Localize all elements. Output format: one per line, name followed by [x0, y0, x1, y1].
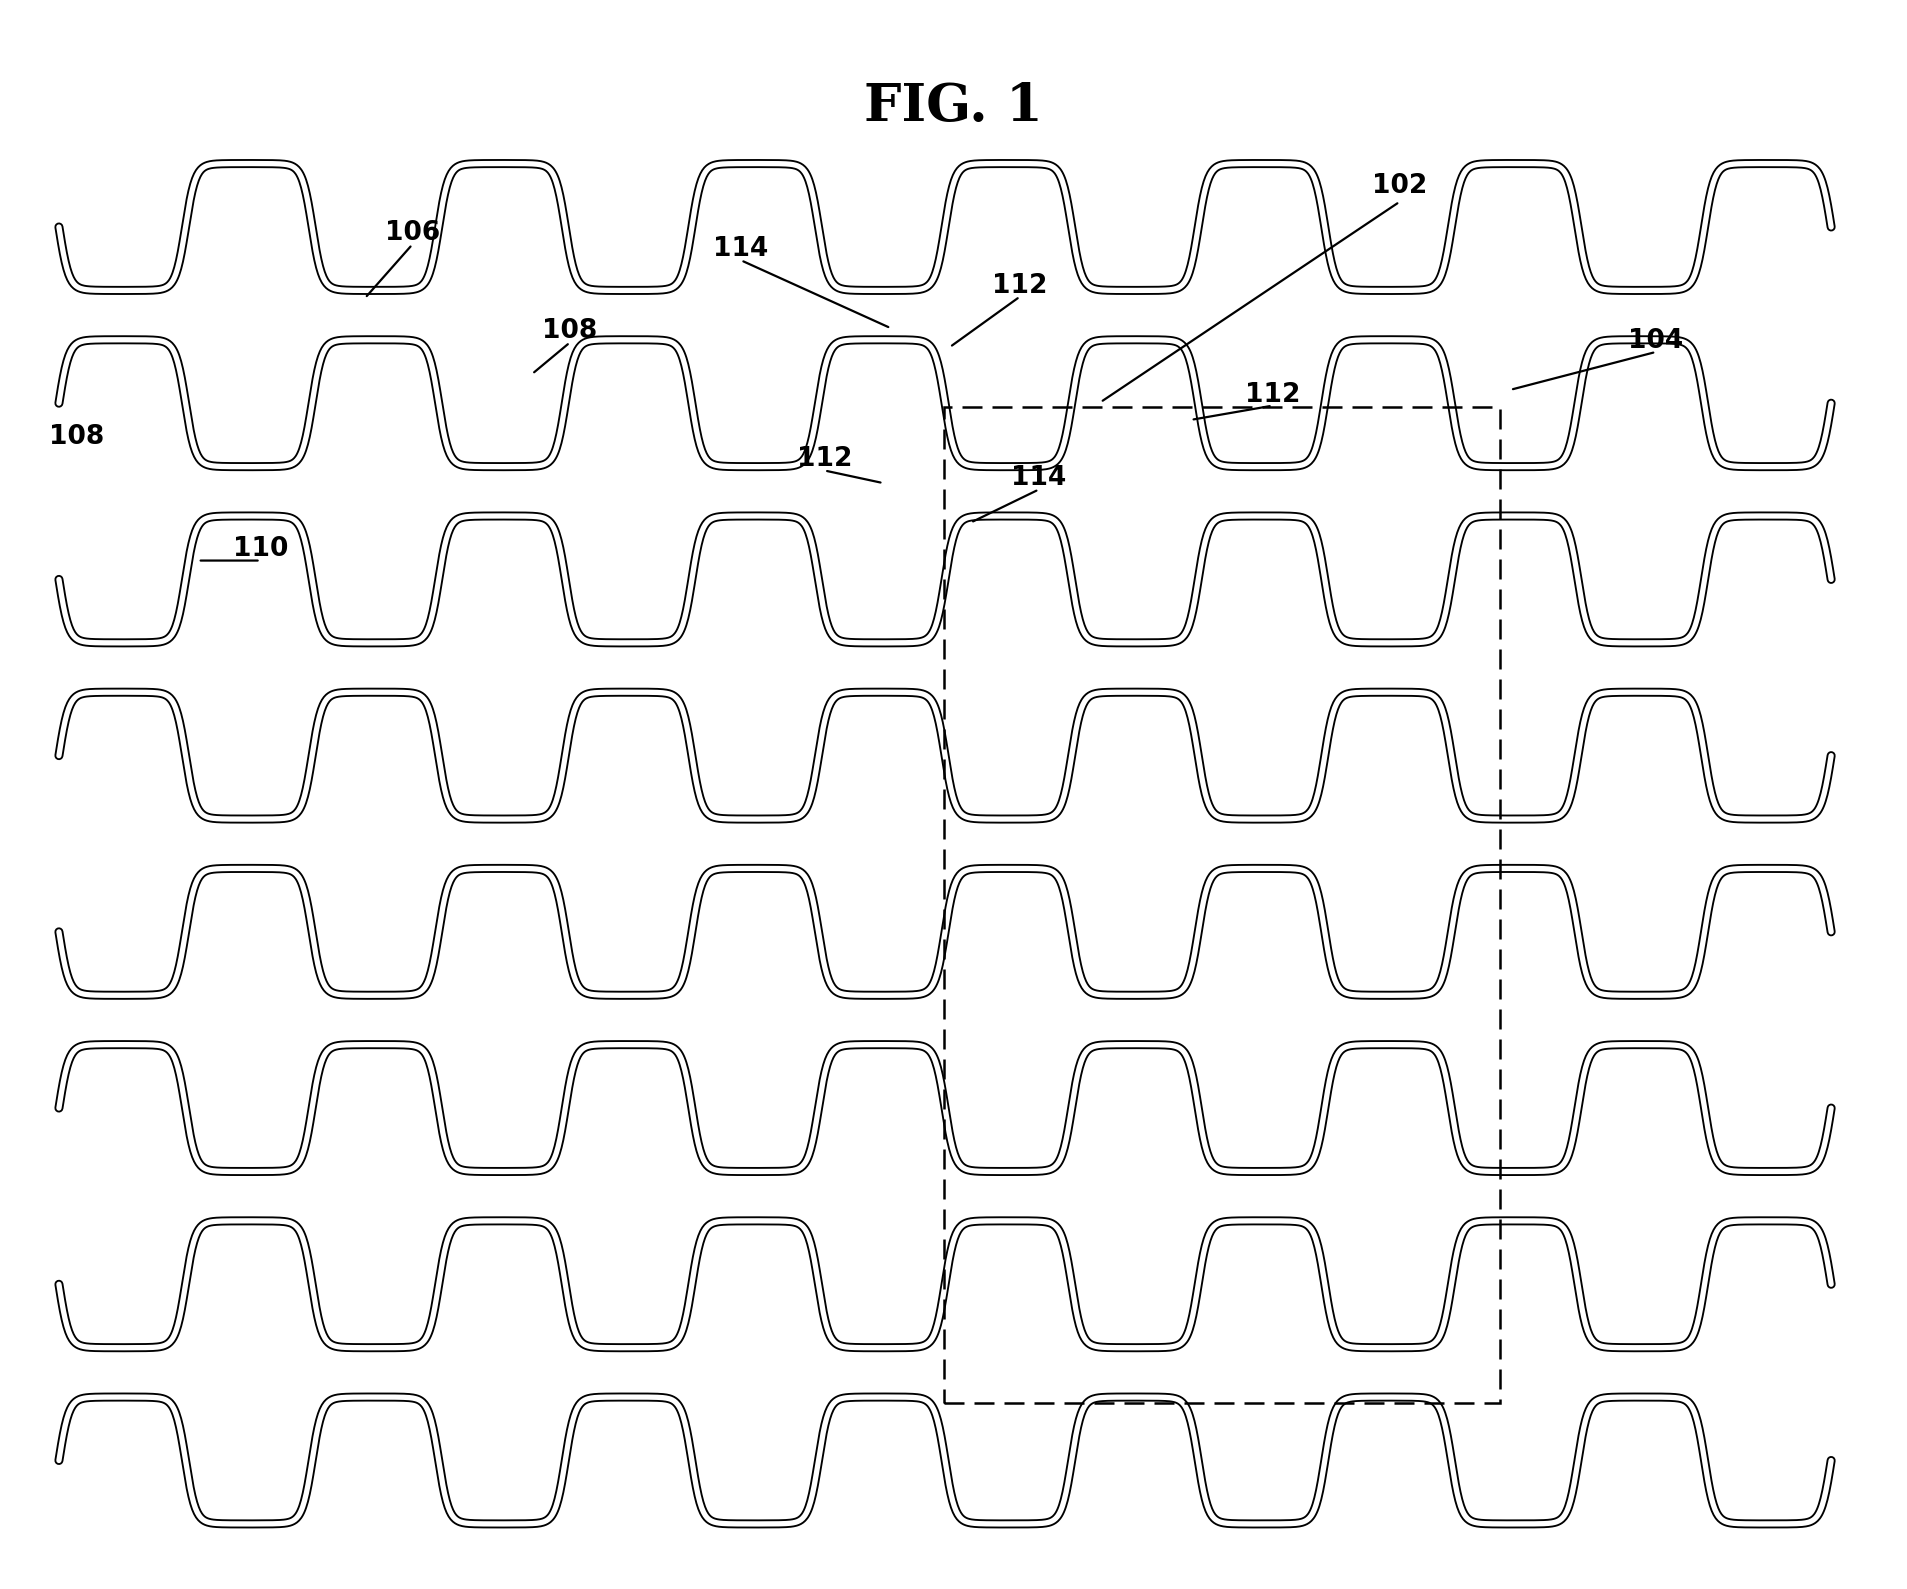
- Text: 108: 108: [542, 318, 597, 345]
- Text: 108: 108: [50, 424, 105, 450]
- Text: FIG. 1: FIG. 1: [864, 81, 1043, 132]
- Text: 102: 102: [1371, 173, 1426, 199]
- Bar: [944, 407, 1501, 1403]
- Text: 104: 104: [1629, 327, 1684, 354]
- Text: 112: 112: [1245, 381, 1301, 408]
- Text: 114: 114: [1011, 466, 1066, 491]
- Text: 110: 110: [233, 537, 288, 563]
- Text: 112: 112: [797, 447, 852, 472]
- Text: 112: 112: [992, 273, 1047, 299]
- Text: 114: 114: [713, 237, 769, 262]
- Text: 106: 106: [385, 221, 441, 246]
